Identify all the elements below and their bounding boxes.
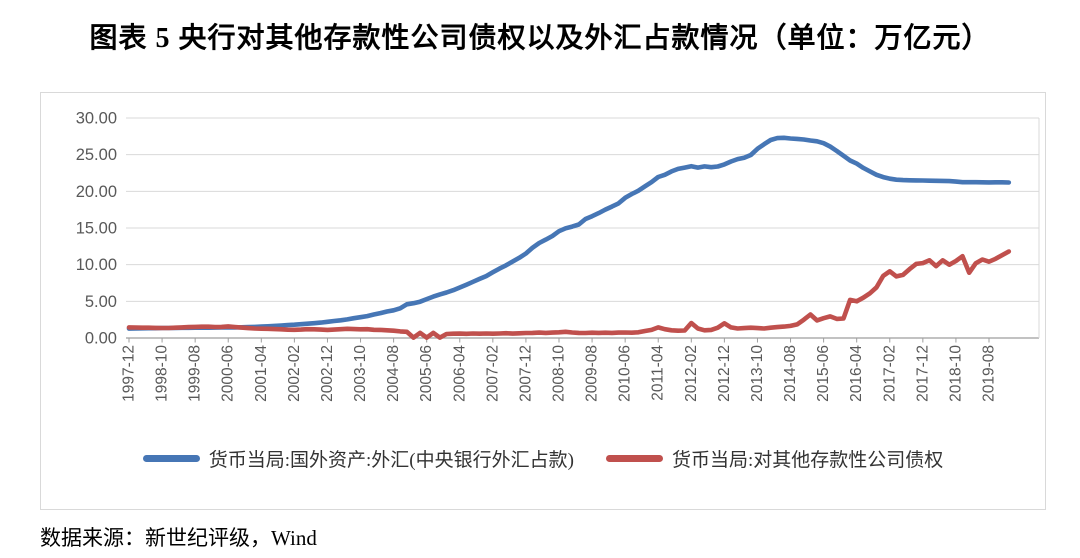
y-tick-label: 10.00 <box>76 256 117 274</box>
x-tick-label: 2005-06 <box>418 345 435 402</box>
y-tick-label: 30.00 <box>76 110 117 128</box>
fx-series-swatch <box>142 454 200 462</box>
x-tick-label: 2012-12 <box>716 345 733 402</box>
x-tick-label: 1997-12 <box>121 345 138 402</box>
chart-svg: 0.00 5.00 10.00 15.00 20.00 25.00 30.00 1997-12… <box>76 110 1040 402</box>
x-tick-label: 2008-10 <box>551 345 568 402</box>
y-tick-label: 0.00 <box>85 330 117 348</box>
x-tick-label: 2004-08 <box>385 345 402 402</box>
y-tick-label: 25.00 <box>76 146 117 164</box>
x-tick-label: 2007-02 <box>484 345 501 402</box>
x-tick-label: 2012-02 <box>683 345 700 402</box>
x-tick-label: 2013-10 <box>749 345 766 402</box>
x-tick-label: 2000-06 <box>220 345 237 402</box>
chart-legend: 货币当局:国外资产:外汇(中央银行外汇占款) 货币当局:对其他存款性公司债权 <box>41 445 1045 472</box>
x-tick-label: 2015-06 <box>815 345 832 402</box>
x-tick-label: 2011-04 <box>650 345 667 401</box>
fx-series-label: 货币当局:国外资产:外汇(中央银行外汇占款) <box>208 449 574 471</box>
x-tick-label: 2017-12 <box>914 345 931 402</box>
x-tick-label: 2016-04 <box>848 345 865 402</box>
x-tick-label: 2007-12 <box>517 345 534 402</box>
x-tick-label: 2018-10 <box>947 345 964 402</box>
legend-item-fx: 货币当局:国外资产:外汇(中央银行外汇占款) <box>142 445 574 472</box>
legend-item-claims: 货币当局:对其他存款性公司债权 <box>605 445 944 472</box>
x-tick-label: 2002-02 <box>286 345 303 402</box>
y-tick-label: 20.00 <box>76 183 117 201</box>
figure-title: 图表 5 央行对其他存款性公司债权以及外汇占款情况（单位：万亿元） <box>89 23 991 54</box>
x-tick-label: 2017-02 <box>881 345 898 402</box>
claims-series-label: 货币当局:对其他存款性公司债权 <box>671 449 944 471</box>
x-tick-label: 1998-10 <box>154 345 171 402</box>
fx-series-line <box>126 135 1012 331</box>
x-tick-label: 2019-08 <box>981 345 998 402</box>
x-tick-label: 2009-08 <box>584 345 601 402</box>
x-tick-label: 2003-10 <box>352 345 369 402</box>
x-tick-label: 2006-04 <box>451 345 468 402</box>
data-source-note: 数据来源：新世纪评级，Wind <box>40 526 317 550</box>
x-tick-label: 2010-06 <box>617 345 634 402</box>
claims-series-line <box>126 249 1012 340</box>
x-tick-label: 2014-08 <box>782 345 799 402</box>
y-tick-label: 15.00 <box>76 220 117 238</box>
chart-panel: 0.00 5.00 10.00 15.00 20.00 25.00 30.00 1997-12… <box>40 92 1046 510</box>
x-tick-label: 2001-04 <box>253 345 270 402</box>
claims-series-swatch <box>605 454 663 462</box>
x-tick-label: 2002-12 <box>319 345 336 402</box>
x-tick-label: 1999-08 <box>187 345 204 402</box>
y-tick-label: 5.00 <box>85 293 117 311</box>
